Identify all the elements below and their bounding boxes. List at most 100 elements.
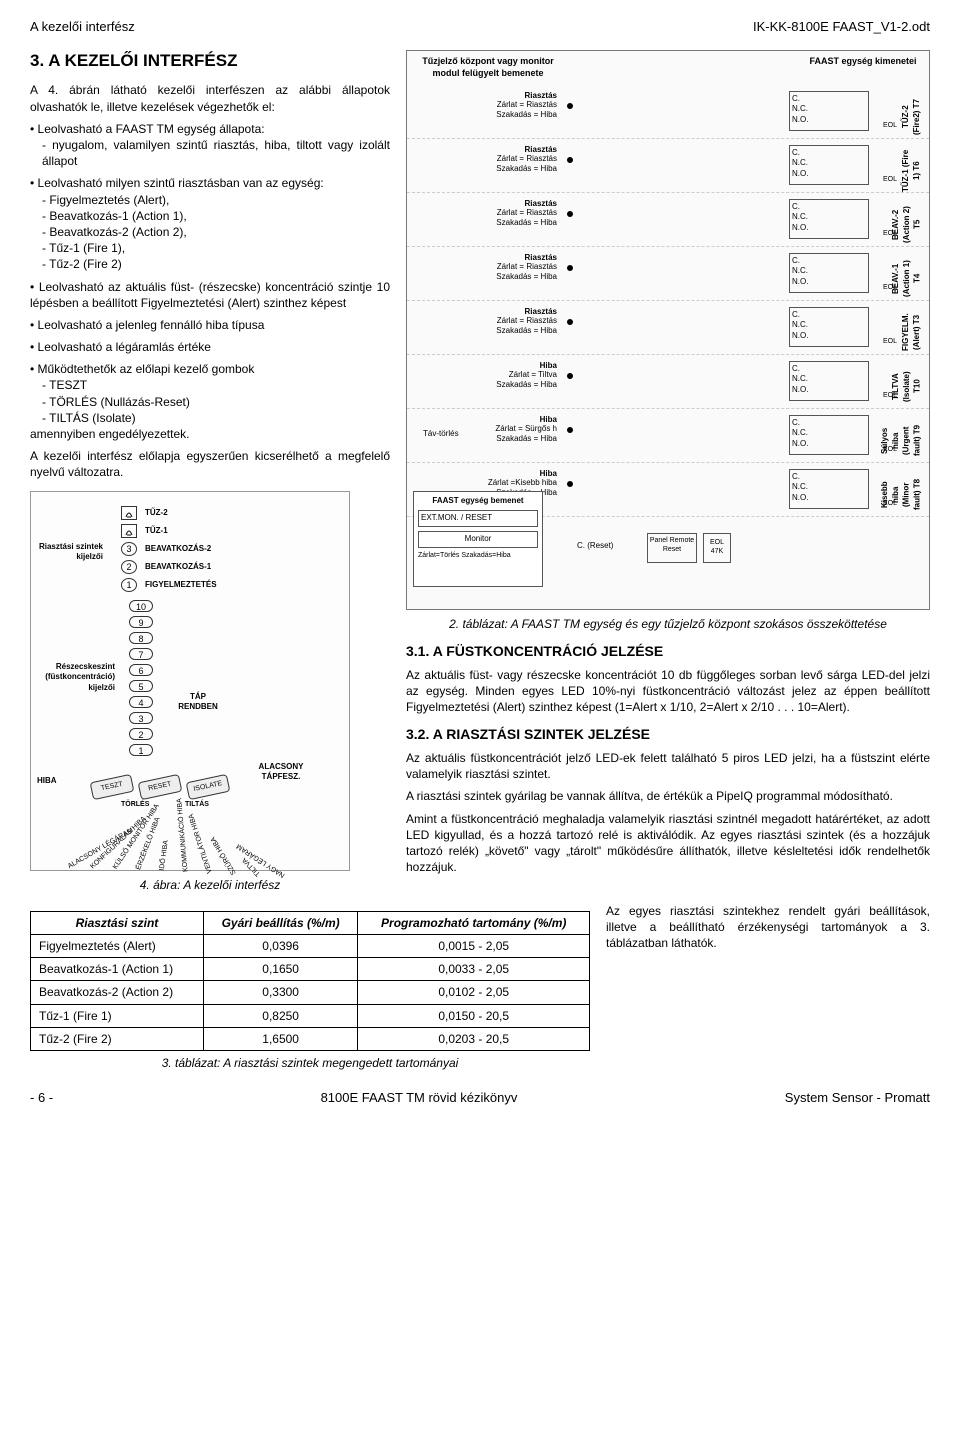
- eol-label: EOL: [883, 283, 897, 292]
- header-right: IK-KK-8100E FAAST_V1-2.odt: [753, 18, 930, 36]
- table3-container: Riasztási szintGyári beállítás (%/m)Prog…: [30, 903, 590, 1071]
- table-cell: 0,8250: [203, 1004, 358, 1027]
- bullet-item: Működtethetők az előlapi kezelő gombokTE…: [30, 361, 390, 442]
- bullet-list: Leolvasható a FAAST TM egység állapota:n…: [30, 121, 390, 442]
- table-cell: 1,6500: [203, 1027, 358, 1050]
- section-3-2-p3: Amint a füstkoncentráció meghaladja vala…: [406, 811, 930, 876]
- panel-button[interactable]: ISOLATE: [186, 773, 231, 799]
- bullet-subitem: TILTÁS (Isolate): [42, 410, 390, 426]
- relay-block: C.N.C.N.O.: [789, 307, 869, 347]
- table3-caption: 3. táblázat: A riasztási szintek megenge…: [30, 1055, 590, 1071]
- diagram-caption: 2. táblázat: A FAAST TM egység és egy tű…: [406, 616, 930, 632]
- output-label: BEAV.-2 (Action 2) T5: [891, 203, 923, 246]
- trigger-label: RiasztásZárlat = RiasztásSzakadás = Hiba: [467, 91, 557, 120]
- table-cell: 0,0102 - 2,05: [358, 981, 590, 1004]
- connection-diagram: Tűzjelző központ vagy monitor modul felü…: [406, 50, 930, 610]
- particle-led: 9: [129, 616, 153, 628]
- table-header: Riasztási szint: [31, 911, 204, 934]
- eol-label: EOL: [883, 391, 897, 400]
- panel-button-label: TILTÁS: [185, 800, 209, 809]
- alarm-led: 1: [121, 578, 137, 592]
- alarm-led-label: TŰZ-1: [145, 526, 168, 537]
- footer-right: System Sensor - Promatt: [785, 1089, 930, 1107]
- diagram-title-right: FAAST egység kimenetei: [803, 55, 923, 67]
- eol47-box: EOL 47K: [703, 533, 731, 563]
- table-header: Programozható tartomány (%/m): [358, 911, 590, 934]
- relay-block: C.N.C.N.O.: [789, 361, 869, 401]
- relay-block: C.N.C.N.O.: [789, 469, 869, 509]
- node-dot: [567, 427, 573, 433]
- table-cell: Beavatkozás-2 (Action 2): [31, 981, 204, 1004]
- bullet-tail: amennyiben engedélyezettek.: [30, 426, 390, 442]
- relay-block: C.N.C.N.O.: [789, 91, 869, 131]
- faast-input-box: FAAST egység bemenetEXT.MON. / RESETMoni…: [413, 491, 543, 587]
- alarm-level-label: Riasztási szintek kijelzői: [33, 542, 103, 564]
- table-cell: Beavatkozás-1 (Action 1): [31, 958, 204, 981]
- node-dot: [567, 373, 573, 379]
- bullet-subitem: Tűz-2 (Fire 2): [42, 256, 390, 272]
- relay-block: C.N.C.N.O.: [789, 415, 869, 455]
- output-label: BEAV.-1 (Action 1) T4: [891, 257, 923, 300]
- node-dot: [567, 319, 573, 325]
- table-row: Beavatkozás-2 (Action 2)0,33000,0102 - 2…: [31, 981, 590, 1004]
- bullet-item: Leolvasható a légáramlás értéke: [30, 339, 390, 355]
- header-left: A kezelői interfész: [30, 18, 135, 36]
- alarm-levels-table: Riasztási szintGyári beállítás (%/m)Prog…: [30, 911, 590, 1051]
- particle-led: 2: [129, 728, 153, 740]
- output-label: TŰZ-1 (Fire 1) T6: [901, 149, 923, 192]
- bullet-item: Leolvasható milyen szintű riasztásban va…: [30, 175, 390, 272]
- extra-label: Táv-törlés: [423, 429, 459, 440]
- node-dot: [567, 481, 573, 487]
- bullet-item: Leolvasható az aktuális füst- (részecske…: [30, 279, 390, 311]
- particle-led: 7: [129, 648, 153, 660]
- table-cell: Tűz-1 (Fire 1): [31, 1004, 204, 1027]
- alarm-led-label: BEAVATKOZÁS-2: [145, 544, 211, 555]
- section-3-2-title: 3.2. A RIASZTÁSI SZINTEK JELZÉSE: [406, 725, 930, 744]
- table-row: Beavatkozás-1 (Action 1)0,16500,0033 - 2…: [31, 958, 590, 981]
- table-cell: 0,0203 - 20,5: [358, 1027, 590, 1050]
- alacsony-label: ALACSONY TÁPFESZ.: [251, 762, 311, 784]
- diagram-row: HibaZárlat = TiltvaSzakadás = HibaC.N.C.…: [407, 355, 929, 409]
- particle-led: 8: [129, 632, 153, 644]
- output-label: TILTVA (Isolate) T10: [891, 365, 923, 408]
- bullet-subitem: Tűz-1 (Fire 1),: [42, 240, 390, 256]
- eol-label: EOL: [883, 175, 897, 184]
- eol-label: EOL: [883, 337, 897, 346]
- particle-led: 5: [129, 680, 153, 692]
- relay-block: C.N.C.N.O.: [789, 199, 869, 239]
- table-row: Figyelmeztetés (Alert)0,03960,0015 - 2,0…: [31, 934, 590, 957]
- relay-block: C.N.C.N.O.: [789, 145, 869, 185]
- outro-text: A kezelői interfész előlapja egyszerűen …: [30, 448, 390, 480]
- front-panel-diagram: Riasztási szintek kijelzőiTŰZ-2TŰZ-13BEA…: [30, 491, 350, 871]
- bullet-subitem: Beavatkozás-2 (Action 2),: [42, 224, 390, 240]
- output-label: Súlyos hiba (Urgent fault) T9: [880, 419, 923, 462]
- diagram-row: RiasztásZárlat = RiasztásSzakadás = Hiba…: [407, 193, 929, 247]
- table-header: Gyári beállítás (%/m): [203, 911, 358, 934]
- diagram-row: RiasztásZárlat = RiasztásSzakadás = Hiba…: [407, 139, 929, 193]
- fault-label: IDŐ HIBA: [158, 839, 172, 871]
- section-3-1-title: 3.1. A FÜSTKONCENTRÁCIÓ JELZÉSE: [406, 642, 930, 661]
- table-cell: 0,3300: [203, 981, 358, 1004]
- panel-button[interactable]: TESZT: [90, 773, 135, 799]
- table-cell: Tűz-2 (Fire 2): [31, 1027, 204, 1050]
- table-row: Tűz-2 (Fire 2)1,65000,0203 - 20,5: [31, 1027, 590, 1050]
- section-3-2-p4: Az egyes riasztási szintekhez rendelt gy…: [606, 903, 930, 952]
- trigger-label: RiasztásZárlat = RiasztásSzakadás = Hiba: [467, 253, 557, 282]
- trigger-label: RiasztásZárlat = RiasztásSzakadás = Hiba: [467, 307, 557, 336]
- section-3-2-p1: Az aktuális füstkoncentrációt jelző LED-…: [406, 750, 930, 782]
- particle-led: 1: [129, 744, 153, 756]
- trigger-label: RiasztásZárlat = RiasztásSzakadás = Hiba: [467, 199, 557, 228]
- particle-led: 3: [129, 712, 153, 724]
- bullet-subitem: Figyelmeztetés (Alert),: [42, 192, 390, 208]
- alarm-led-label: BEAVATKOZÁS-1: [145, 562, 211, 573]
- table-cell: 0,0015 - 2,05: [358, 934, 590, 957]
- table-cell: 0,0150 - 20,5: [358, 1004, 590, 1027]
- panel-button[interactable]: RESET: [138, 773, 183, 799]
- alarm-led: 2: [121, 560, 137, 574]
- intro-text: A 4. ábrán látható kezelői interfészen a…: [30, 82, 390, 114]
- eol-label: EOL: [883, 229, 897, 238]
- output-label: TŰZ-2 (Fire2) T7: [901, 95, 923, 138]
- panel-button-label: TÖRLÉS: [121, 800, 149, 809]
- eol-label: EOL: [883, 499, 897, 508]
- panel-remote-box: Panel Remote Reset: [647, 533, 697, 563]
